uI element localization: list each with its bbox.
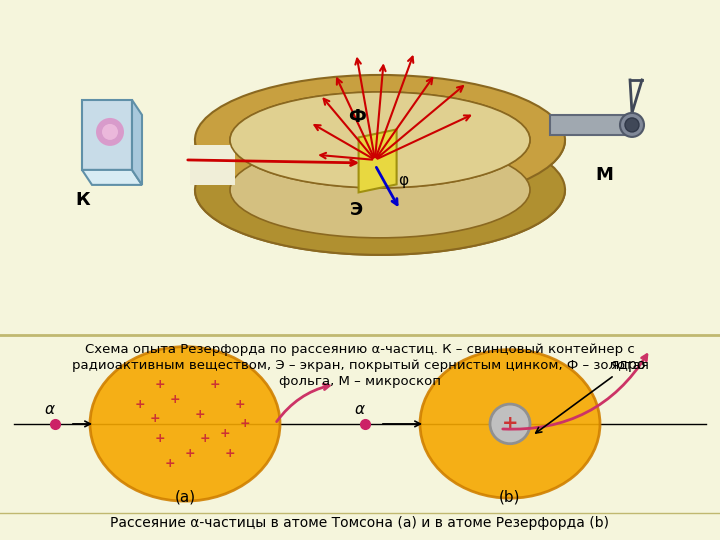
- Text: +: +: [155, 378, 166, 391]
- Text: +: +: [185, 447, 195, 460]
- Text: Ф: Ф: [348, 109, 366, 126]
- Text: +: +: [199, 432, 210, 445]
- Text: +: +: [194, 408, 205, 421]
- Text: +: +: [225, 447, 235, 460]
- Polygon shape: [132, 100, 142, 185]
- Text: +: +: [155, 432, 166, 445]
- Text: φ: φ: [398, 173, 408, 188]
- Polygon shape: [550, 115, 630, 135]
- Ellipse shape: [230, 142, 530, 238]
- Polygon shape: [359, 130, 397, 192]
- Polygon shape: [195, 140, 565, 255]
- Circle shape: [490, 404, 530, 444]
- Text: радиоактивным веществом, Э – экран, покрытый сернистым цинком, Ф – золотая: радиоактивным веществом, Э – экран, покр…: [71, 359, 649, 372]
- Text: +: +: [502, 414, 518, 434]
- Circle shape: [620, 113, 644, 137]
- Circle shape: [96, 118, 124, 146]
- Text: Рассеяние α-частицы в атоме Томсона (а) и в атоме Резерфорда (b): Рассеяние α-частицы в атоме Томсона (а) …: [110, 516, 610, 530]
- Text: +: +: [135, 397, 145, 410]
- Ellipse shape: [230, 92, 530, 188]
- Text: К: К: [75, 191, 89, 209]
- Text: фольга, М – микроскоп: фольга, М – микроскоп: [279, 375, 441, 388]
- Text: +: +: [210, 378, 220, 391]
- Text: +: +: [165, 457, 175, 470]
- Text: +: +: [150, 413, 161, 426]
- Text: +: +: [235, 397, 246, 410]
- Text: +: +: [240, 417, 251, 430]
- Text: +: +: [220, 427, 230, 440]
- Polygon shape: [82, 100, 132, 170]
- Text: (a): (a): [174, 489, 196, 504]
- Ellipse shape: [230, 92, 530, 188]
- Ellipse shape: [90, 347, 280, 501]
- Text: (b): (b): [499, 489, 521, 504]
- Text: М: М: [595, 166, 613, 184]
- Text: +: +: [170, 393, 180, 406]
- Text: ядро: ядро: [536, 359, 645, 433]
- Polygon shape: [82, 170, 142, 185]
- Ellipse shape: [195, 75, 565, 205]
- Text: Э: Э: [350, 201, 363, 219]
- Circle shape: [625, 118, 639, 132]
- Text: α: α: [45, 402, 55, 417]
- Polygon shape: [190, 145, 235, 185]
- Text: α: α: [355, 402, 365, 417]
- Ellipse shape: [420, 350, 600, 498]
- Circle shape: [102, 124, 118, 140]
- Ellipse shape: [195, 125, 565, 255]
- Text: Схема опыта Резерфорда по рассеянию α-частиц. К – свинцовый контейнер с: Схема опыта Резерфорда по рассеянию α-ча…: [85, 343, 635, 356]
